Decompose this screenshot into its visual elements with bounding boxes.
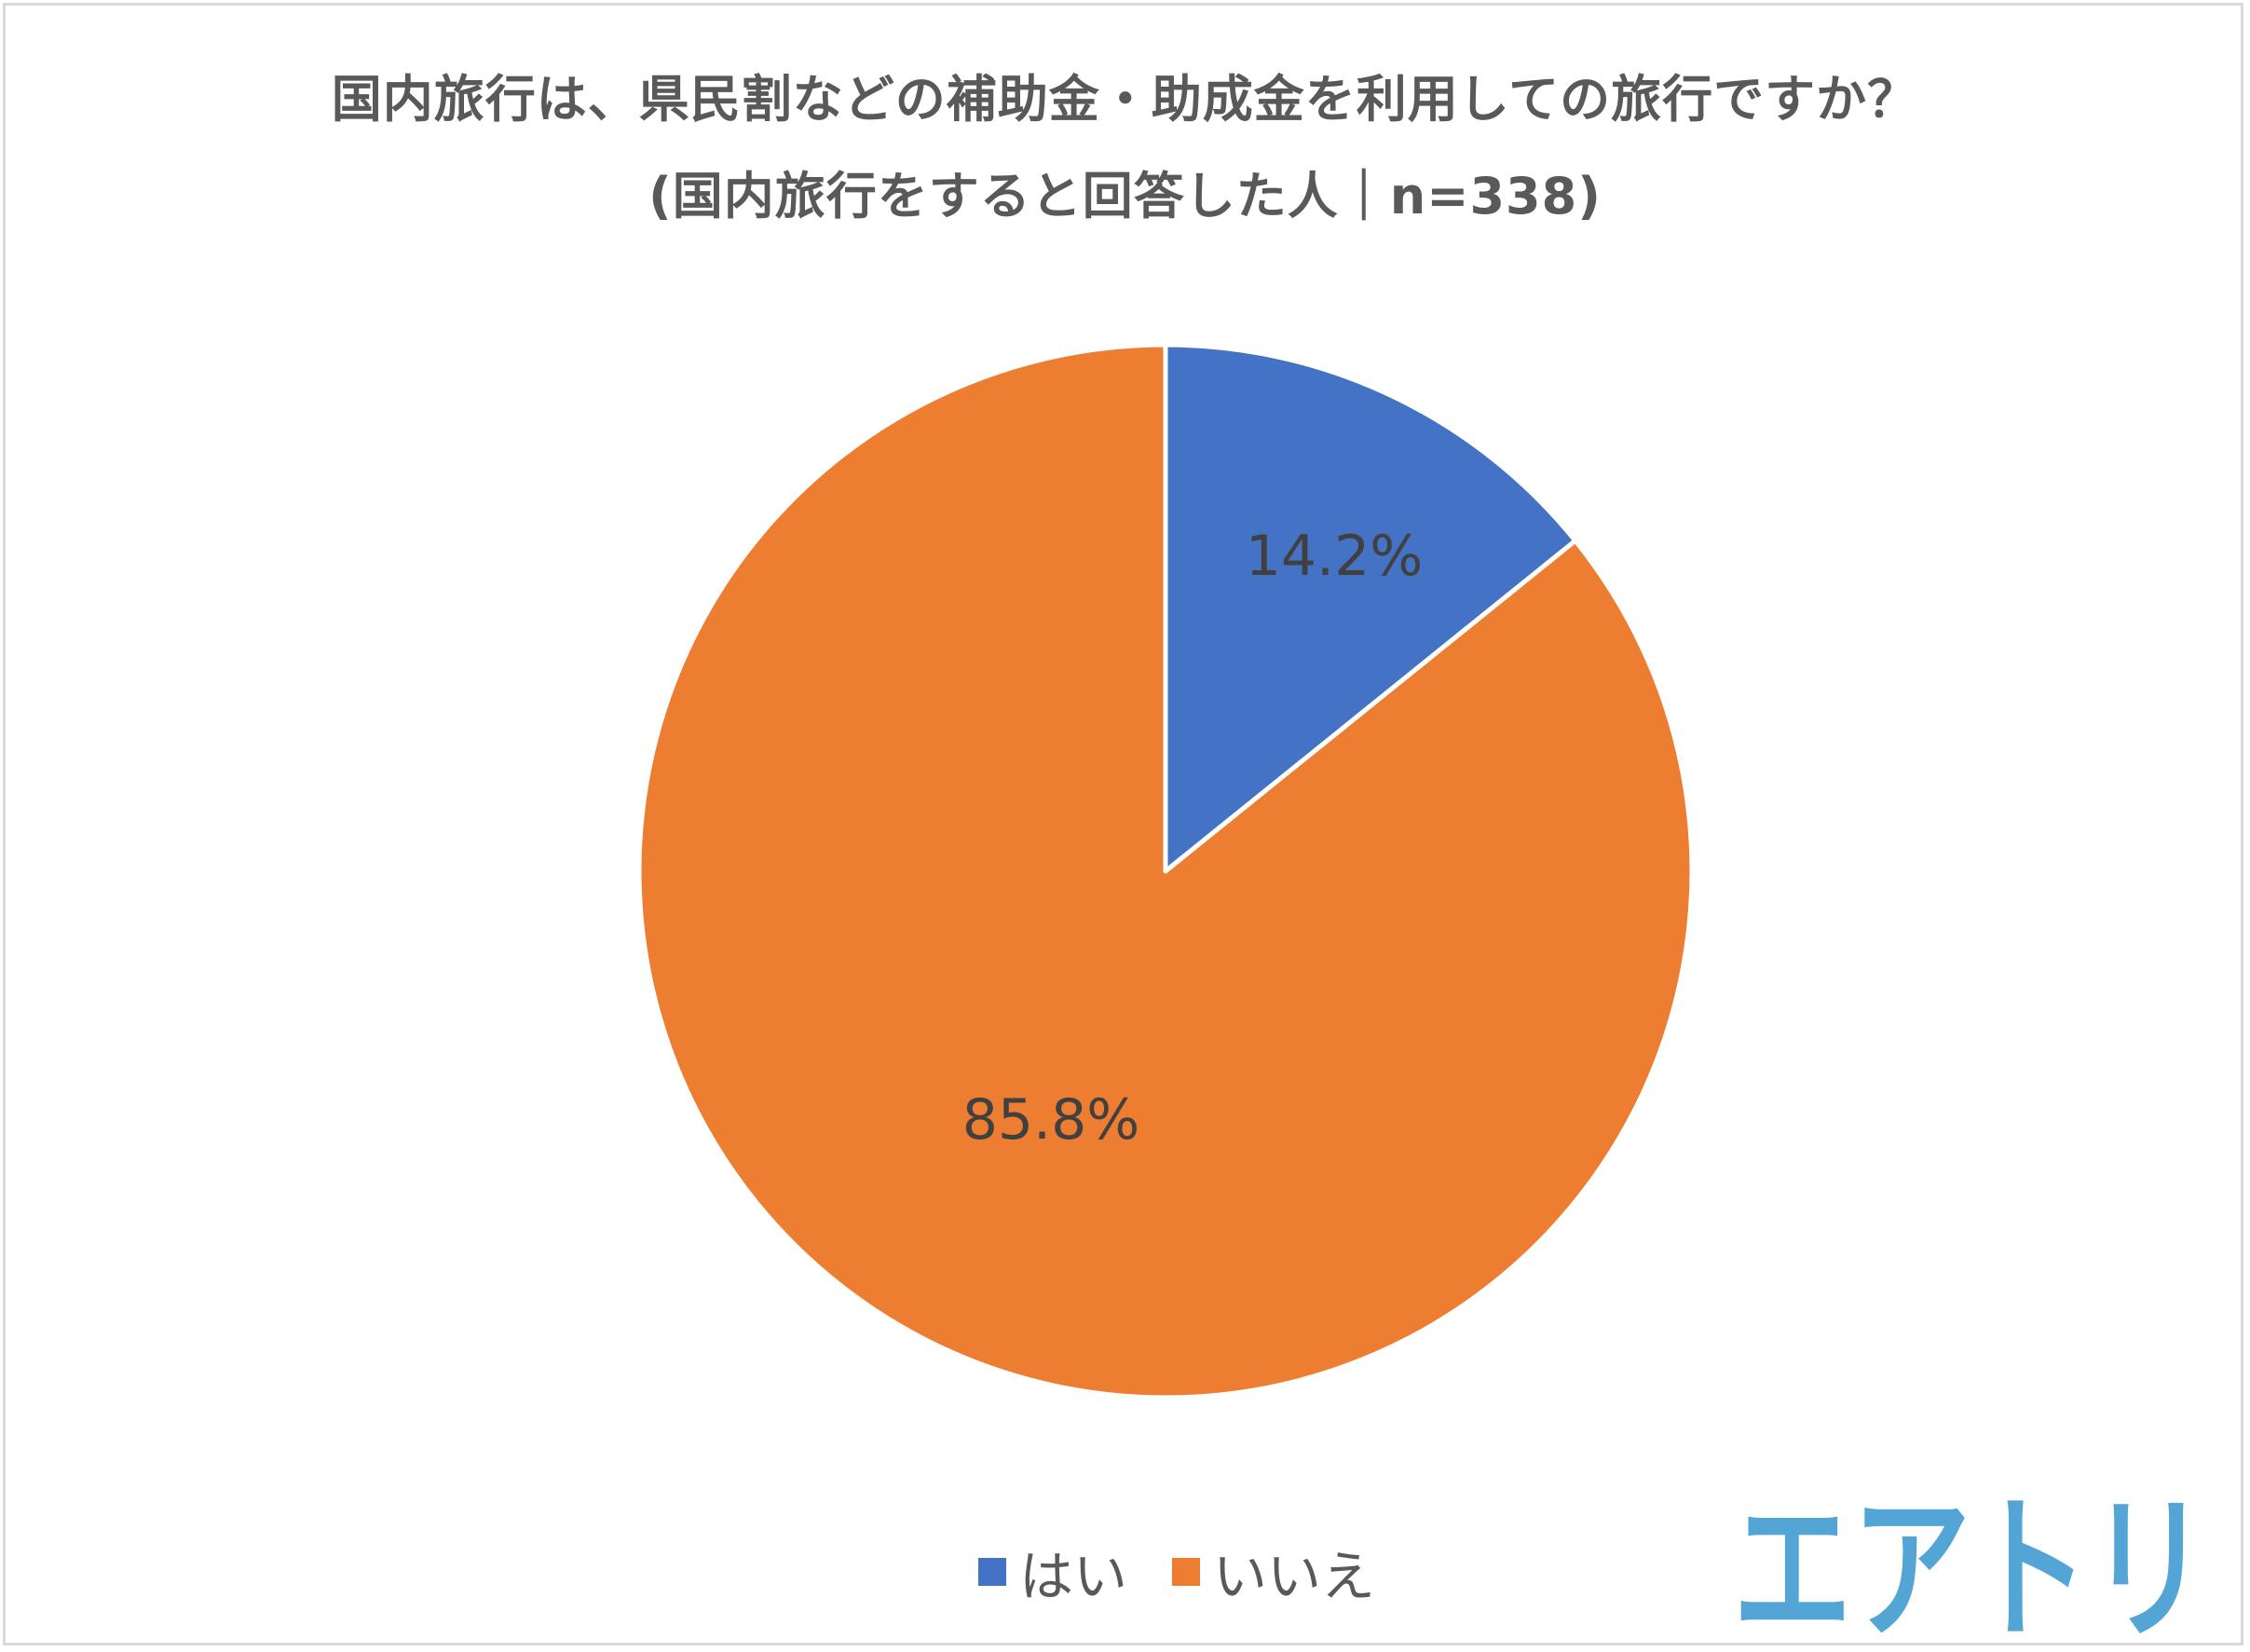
legend-swatch-yes: [978, 1558, 1006, 1586]
airtrip-logo: エアトリ: [1733, 1495, 2208, 1645]
legend-label-yes: はい: [1019, 1545, 1128, 1608]
pie-slice-no: [636, 342, 1695, 1400]
chart-title: 国内旅行は、県民割などの補助金・助成金を利用しての旅行ですか？: [331, 70, 1919, 129]
data-label-yes: 14.2%: [1246, 524, 1424, 589]
legend-item-no: いいえ: [1172, 1533, 1375, 1611]
legend: はい いいえ: [978, 1533, 1420, 1611]
legend-swatch-no: [1172, 1558, 1201, 1586]
chart-subtitle: (国内旅行をすると回答した人｜n=338): [648, 167, 1602, 225]
data-label-no: 85.8%: [962, 1087, 1140, 1153]
chart-frame: [3, 3, 2243, 1645]
legend-label-no: いいえ: [1213, 1545, 1376, 1608]
legend-item-yes: はい: [978, 1533, 1127, 1611]
pie-slice-yes: [1163, 342, 1578, 874]
logo-text: エアトリ: [1733, 1495, 2208, 1645]
